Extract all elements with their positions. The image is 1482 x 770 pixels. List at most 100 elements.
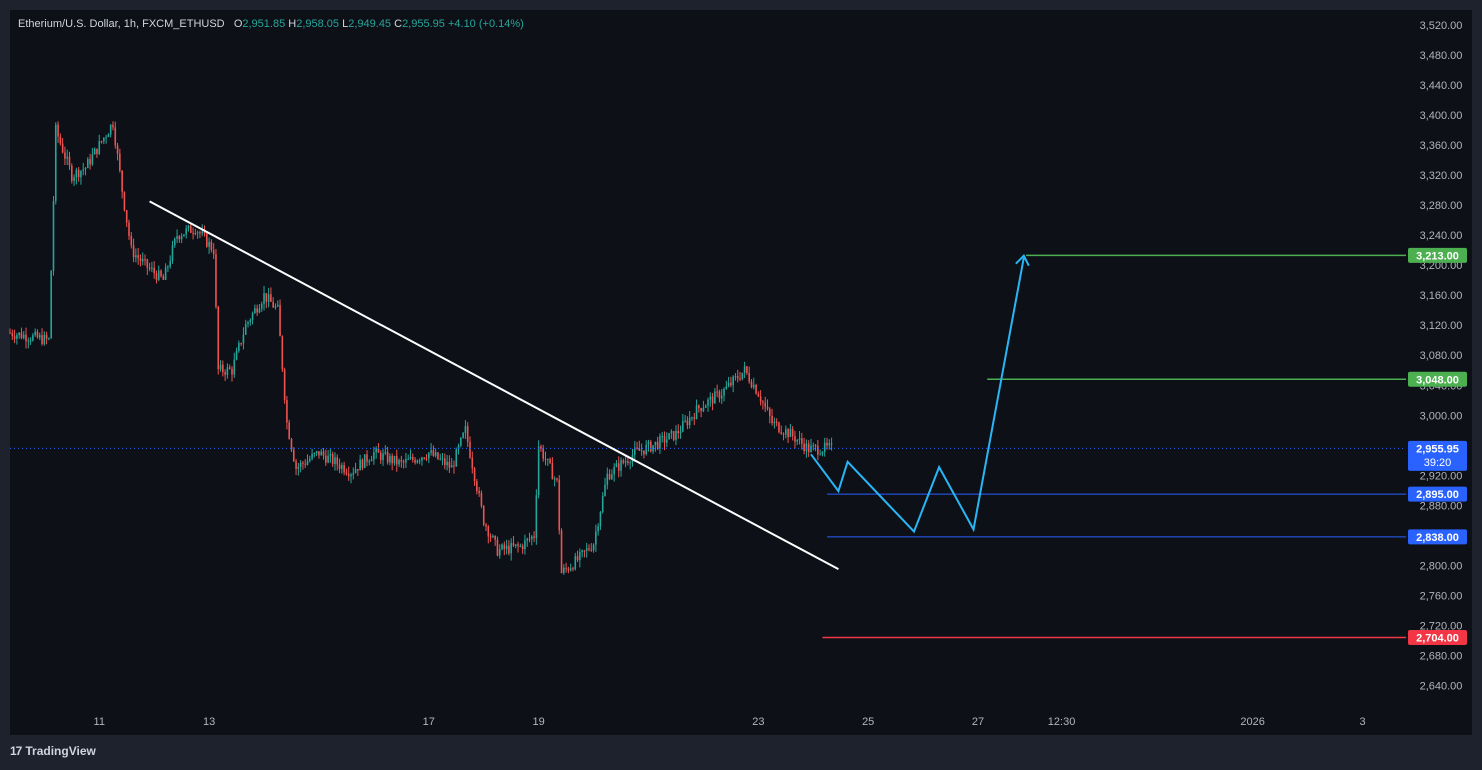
candle-body [585,548,588,551]
candle-body [526,538,529,541]
candle-body [66,156,69,159]
close-label: C [394,18,403,30]
price-tick-label: 3,360.00 [1420,140,1463,152]
projection-arrowhead-icon [1015,253,1030,267]
candle-body [640,450,643,452]
candle-body [627,461,629,463]
candle-body [645,444,648,455]
candle-body [297,466,300,469]
candle-body [764,402,767,407]
change-value: +4.10 (+0.14%) [447,18,524,30]
candle-body [473,468,476,482]
candle-body [9,332,11,334]
tradingview-brand[interactable]: 17 TradingView [10,744,96,758]
time-tick-label: 27 [972,716,984,728]
candle-body [812,445,815,447]
candle-body [508,545,510,554]
candle-body [59,136,62,144]
candle-body [494,535,496,540]
candle-body [215,254,217,307]
price-axis-labels: 3,520.00 3,480.00 3,440.00 3,400.00 3,360.00… [1420,20,1463,692]
candle-body [803,443,805,452]
candle-body [368,461,371,463]
candle-body [746,366,748,373]
candle-body [238,343,240,351]
candle-body [263,293,265,304]
open-label: O [233,18,243,30]
candle-body [620,460,622,471]
candle-body [361,459,364,468]
candle-body [714,391,716,404]
candle-body [100,141,103,143]
candle-body [411,456,414,460]
candle-body [460,437,462,446]
price-axis-background[interactable] [1406,10,1472,708]
candle-body [775,421,778,423]
candle-body [304,463,307,465]
time-tick-label: 3 [1359,716,1365,728]
candle-body [123,191,126,211]
candle-body [27,340,30,342]
tradingview-logo-icon: 17 [10,744,22,758]
candle-body [219,364,222,370]
candle-body [114,127,117,146]
candle-body [109,124,112,135]
candle-body [313,453,316,455]
current-price-badge-background [1408,440,1467,471]
candle-body [393,455,396,464]
candle-body [302,462,304,464]
candle-body [677,430,680,434]
open-value: 2,951.85 [242,18,286,30]
candle-body [720,395,723,399]
candle-body [391,455,393,464]
candle-body [379,452,382,461]
time-tick-label: 23 [752,716,764,728]
candle-body [82,169,85,171]
candle-body [768,408,771,416]
candle-body [567,568,570,571]
price-tick-label: 3,440.00 [1420,80,1463,92]
candle-body [151,267,153,269]
candle-body [382,453,384,461]
candle-body [167,266,169,268]
candle-body [622,460,625,463]
candle-body [327,455,329,463]
candle-body [530,536,533,540]
candle-body [128,222,130,236]
candle-body [290,438,293,450]
price-tick-label: 3,120.00 [1420,320,1463,332]
candle-body [107,134,110,138]
candle-body [256,308,258,313]
candle-body [386,451,389,463]
candle-body [743,366,746,373]
symbol-legend[interactable]: Etherium/U.S. Dollar, 1h, FXCM_ETHUSD O2… [18,18,524,30]
candle-body [666,439,668,443]
price-tick-label: 3,160.00 [1420,290,1463,302]
support-level-badge-background [1408,486,1467,502]
candle-body [757,393,760,397]
candle-body [132,245,135,258]
price-tick-label: 3,320.00 [1420,170,1463,182]
price-tick-label: 3,280.00 [1420,200,1463,212]
candle-body [636,447,638,449]
candle-body [466,426,469,442]
candle-body [675,430,677,440]
candle-body [478,491,480,494]
candle-body [299,462,302,467]
candle-body [503,544,506,550]
candle-body [583,550,586,552]
candle-body [821,451,824,455]
candle-body [224,372,226,375]
candle-body [521,545,524,550]
candle-body [254,308,256,314]
candle-body [201,231,204,234]
candle-body [688,417,691,426]
candle-body [579,552,581,561]
candle-body [535,495,538,538]
candle-body [670,431,673,434]
candle-body [377,448,380,453]
time-axis-background[interactable] [10,708,1472,735]
candle-body [576,556,579,561]
candle-body [363,454,366,468]
